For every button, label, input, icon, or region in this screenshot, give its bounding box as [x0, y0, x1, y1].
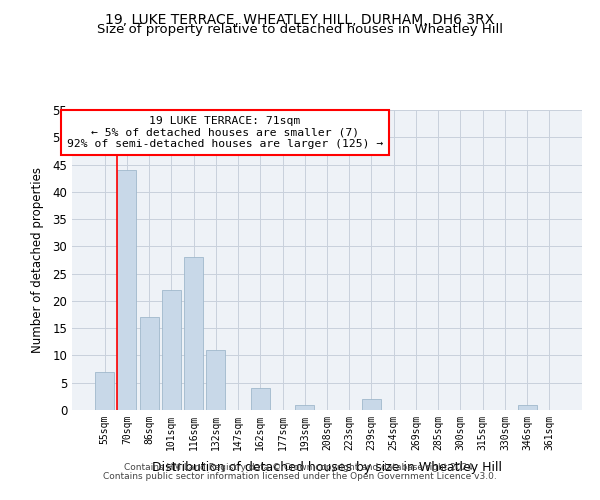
Text: Size of property relative to detached houses in Wheatley Hill: Size of property relative to detached ho…	[97, 22, 503, 36]
Text: Contains HM Land Registry data © Crown copyright and database right 2024.: Contains HM Land Registry data © Crown c…	[124, 464, 476, 472]
Y-axis label: Number of detached properties: Number of detached properties	[31, 167, 44, 353]
Bar	[251, 388, 270, 410]
X-axis label: Distribution of detached houses by size in Wheatley Hill: Distribution of detached houses by size …	[152, 461, 502, 474]
Text: 19, LUKE TERRACE, WHEATLEY HILL, DURHAM, DH6 3RX: 19, LUKE TERRACE, WHEATLEY HILL, DURHAM,…	[106, 12, 494, 26]
Bar	[362, 399, 381, 410]
Bar	[206, 350, 225, 410]
Bar	[162, 290, 181, 410]
Text: Contains public sector information licensed under the Open Government Licence v3: Contains public sector information licen…	[103, 472, 497, 481]
Bar	[95, 372, 114, 410]
Bar	[140, 318, 158, 410]
Bar	[184, 258, 203, 410]
Bar	[518, 404, 536, 410]
Text: 19 LUKE TERRACE: 71sqm
← 5% of detached houses are smaller (7)
92% of semi-detac: 19 LUKE TERRACE: 71sqm ← 5% of detached …	[67, 116, 383, 149]
Bar	[295, 404, 314, 410]
Bar	[118, 170, 136, 410]
